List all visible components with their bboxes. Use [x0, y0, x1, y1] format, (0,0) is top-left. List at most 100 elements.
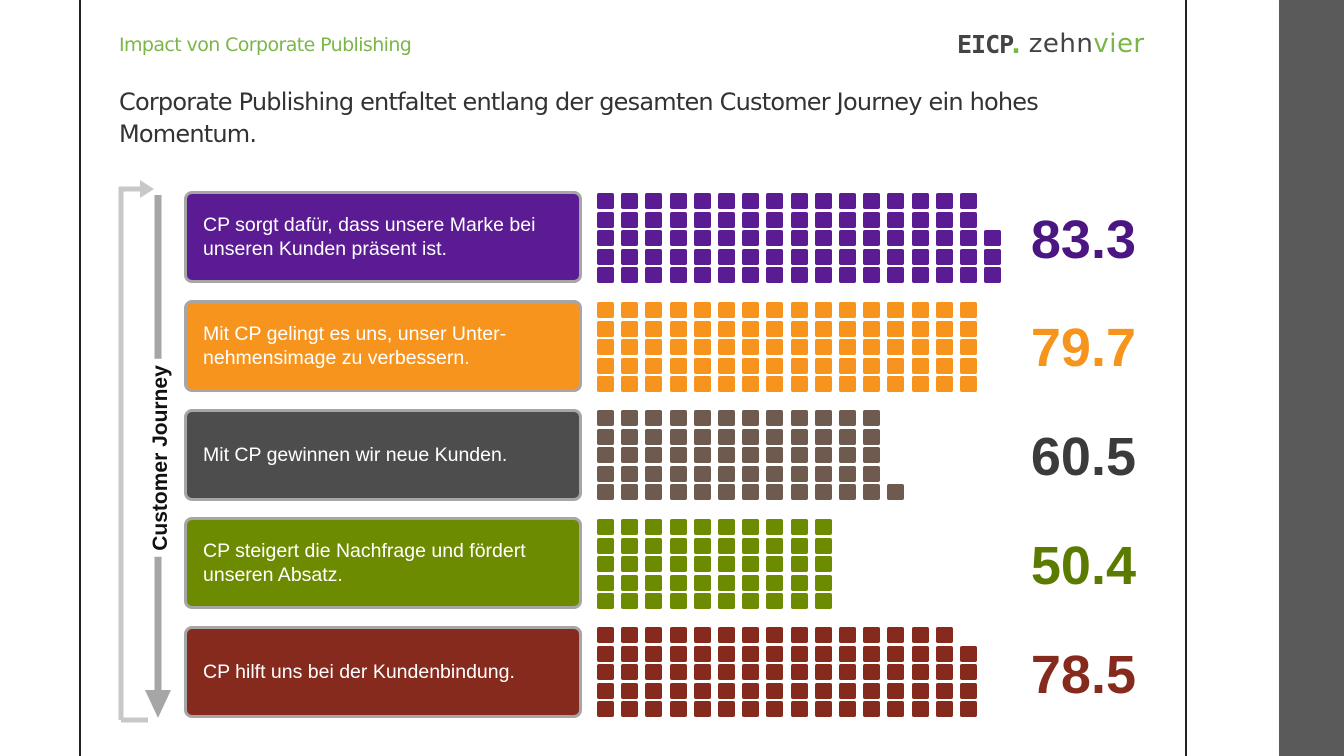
waffle-cell [912, 646, 929, 662]
waffle-cell [621, 193, 638, 209]
waffle-cell [839, 358, 856, 374]
waffle-cell [694, 302, 711, 318]
waffle-cell [887, 701, 904, 717]
waffle-cell [887, 358, 904, 374]
waffle-cell [597, 429, 614, 445]
waffle-cell [694, 447, 711, 463]
waffle-cell [766, 193, 783, 209]
waffle-cell [887, 646, 904, 662]
waffle-cell [815, 447, 832, 463]
waffle-cell [694, 321, 711, 337]
waffle-cell [887, 212, 904, 228]
waffle-cell [718, 519, 735, 535]
waffle-cell [621, 376, 638, 392]
waffle-cell [694, 267, 711, 283]
waffle-cell [621, 646, 638, 662]
waffle-cell [912, 683, 929, 699]
waffle-cell [645, 519, 662, 535]
right-gray-panel [1279, 0, 1344, 756]
waffle-cell [791, 447, 808, 463]
waffle-cell [791, 321, 808, 337]
waffle-cell [621, 538, 638, 554]
waffle-cell [863, 466, 880, 482]
waffle-cell [815, 466, 832, 482]
waffle-cell [645, 575, 662, 591]
waffle-cell [742, 376, 759, 392]
waffle-cell [936, 664, 953, 680]
waffle-cell [887, 376, 904, 392]
waffle-cell [670, 429, 687, 445]
waffle-cell [742, 410, 759, 426]
waffle-cell [694, 212, 711, 228]
waffle-cell [694, 429, 711, 445]
waffle-cell [742, 593, 759, 609]
waffle-cell [815, 429, 832, 445]
waffle-cell [718, 358, 735, 374]
waffle-cell [645, 556, 662, 572]
waffle-cell [863, 358, 880, 374]
waffle-cell [621, 339, 638, 355]
waffle-cell [791, 429, 808, 445]
waffle-cell [670, 575, 687, 591]
waffle-cell [742, 302, 759, 318]
waffle-cell [718, 339, 735, 355]
waffle-cell [791, 664, 808, 680]
waffle-cell [621, 484, 638, 500]
waffle-cell [815, 556, 832, 572]
waffle-cell [670, 701, 687, 717]
waffle-cell [815, 193, 832, 209]
row-label-line: CP sorgt dafür, dass unsere Marke bei [203, 214, 535, 236]
waffle-cell [936, 701, 953, 717]
waffle-cell [960, 646, 977, 662]
waffle-cell [645, 701, 662, 717]
waffle-cell [694, 466, 711, 482]
waffle-cell [791, 519, 808, 535]
waffle-cell [839, 683, 856, 699]
waffle-cell [936, 249, 953, 265]
row-label-line: CP steigert die Nachfrage und fördert [203, 540, 526, 562]
waffle-cell [766, 249, 783, 265]
row-label-line: Mit CP gewinnen wir neue Kunden. [203, 444, 507, 466]
waffle-cell [597, 683, 614, 699]
logo-vier: vier [1093, 29, 1144, 59]
waffle-cell [718, 646, 735, 662]
slide-headline: Corporate Publishing entfaltet entlang d… [119, 86, 1049, 150]
waffle-cell [766, 212, 783, 228]
waffle-cell [718, 484, 735, 500]
waffle-cell [887, 627, 904, 643]
waffle-cell [791, 575, 808, 591]
waffle-cell [621, 267, 638, 283]
waffle-cell [815, 212, 832, 228]
waffle-cell [621, 664, 638, 680]
logo-zehn: zehn [1029, 29, 1094, 59]
waffle-cell [960, 701, 977, 717]
waffle-cell [742, 466, 759, 482]
waffle-cell [960, 664, 977, 680]
waffle-cell [863, 302, 880, 318]
waffle-cell [863, 212, 880, 228]
waffle-cell [791, 302, 808, 318]
waffle-cell [742, 230, 759, 246]
waffle-cell [742, 358, 759, 374]
waffle-cell [597, 230, 614, 246]
waffle-cell [766, 339, 783, 355]
waffle-cell [960, 376, 977, 392]
waffle-cell [742, 556, 759, 572]
waffle-cell [621, 556, 638, 572]
waffle-cell [815, 683, 832, 699]
waffle-cell [694, 538, 711, 554]
waffle-cell [621, 410, 638, 426]
waffle-cell [670, 484, 687, 500]
waffle-cell [670, 302, 687, 318]
waffle-cell [645, 302, 662, 318]
waffle-cell [863, 646, 880, 662]
waffle-cell [670, 267, 687, 283]
waffle-cell [694, 519, 711, 535]
waffle-cell [839, 339, 856, 355]
waffle-cell [887, 249, 904, 265]
waffle-cell [645, 447, 662, 463]
waffle-cell [742, 484, 759, 500]
waffle-cell [718, 249, 735, 265]
waffle-cell [887, 302, 904, 318]
waffle-cell [960, 267, 977, 283]
